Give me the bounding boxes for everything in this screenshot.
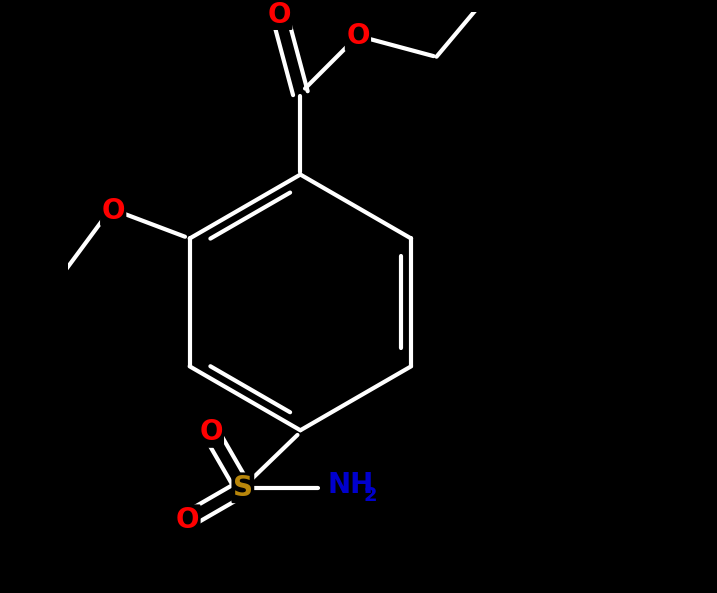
Text: O: O [101,197,125,225]
Text: O: O [267,1,291,28]
Text: O: O [346,22,370,50]
Text: NH: NH [327,471,374,499]
Text: O: O [176,506,199,534]
Text: O: O [199,419,223,447]
Text: 2: 2 [364,486,377,505]
Text: S: S [233,474,253,502]
